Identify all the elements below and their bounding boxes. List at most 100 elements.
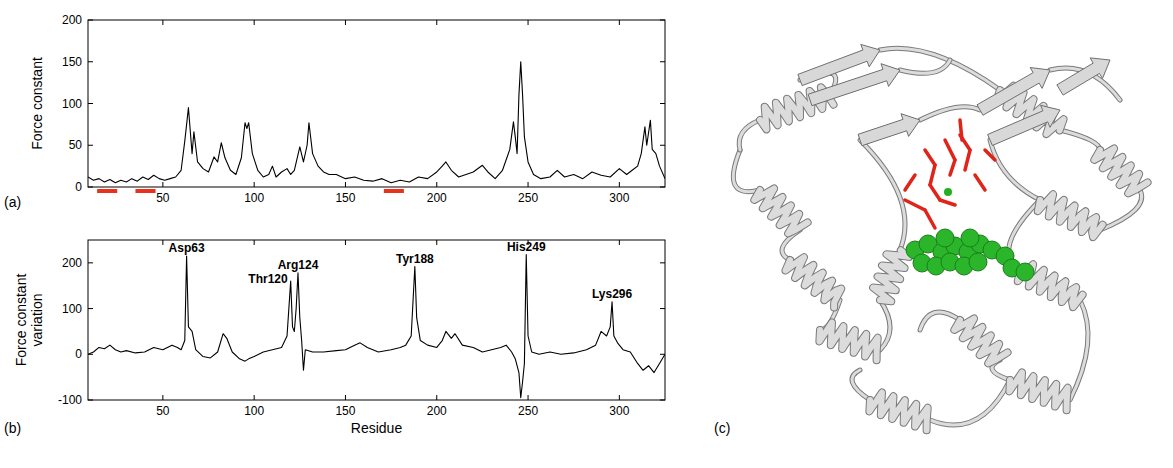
ribbon-edge [1009, 372, 1067, 410]
ligand-atom [961, 229, 979, 247]
residue-stick [945, 140, 955, 160]
x-tick [254, 240, 255, 245]
y-tick [660, 354, 665, 355]
plot-background [88, 240, 665, 400]
ribbon-edge [1070, 300, 1088, 400]
ribbon [860, 140, 905, 250]
x-tick [619, 395, 620, 400]
data-group [88, 255, 665, 398]
x-tick-label: 50 [156, 404, 170, 418]
chart-panel: 05010015020050100150200250300Force const… [4, 13, 665, 210]
beta-sheet [1057, 58, 1110, 95]
panel-label: (b) [4, 420, 21, 436]
ribbon [1060, 130, 1100, 150]
y-tick [88, 262, 93, 263]
ribbon-edge [1094, 149, 1147, 194]
x-tick [254, 20, 255, 25]
ligand-atom [969, 253, 987, 271]
y-tick [660, 262, 665, 263]
ribbon [819, 322, 877, 360]
x-tick [162, 395, 163, 400]
y-tick [660, 145, 665, 146]
residue-stick [930, 185, 940, 200]
chart-panel: -100010020050100150200250300ResidueForce… [4, 240, 665, 436]
data-line [88, 62, 665, 183]
ribbon-edge [880, 300, 890, 350]
x-tick [345, 395, 346, 400]
ligand-atom [1016, 263, 1034, 281]
y-tick [660, 20, 665, 21]
y-tick-label: 100 [62, 302, 82, 316]
x-tick-label: 150 [335, 404, 355, 418]
y-tick-label: 200 [62, 13, 82, 27]
ribbon [873, 250, 909, 301]
y-tick-label: 0 [75, 347, 82, 361]
y-tick-label: 100 [62, 97, 82, 111]
ribbon [1094, 149, 1147, 194]
x-tick [528, 20, 529, 25]
residue-stick [985, 150, 995, 160]
x-tick [162, 240, 163, 245]
beta-sheet [977, 68, 1050, 116]
x-tick-label: 250 [518, 191, 538, 205]
ribbon [880, 300, 890, 350]
y-tick [660, 103, 665, 104]
ribbon [954, 319, 1007, 364]
annotation: Arg124 [278, 258, 319, 272]
protein-image [733, 44, 1147, 430]
x-tick [436, 20, 437, 25]
beta-sheet [858, 114, 920, 146]
figure: 0 50 100 150 200 50 100 150 200 250 300 Force const… [0, 0, 1173, 468]
ribbon-edge [860, 140, 905, 250]
x-tick-label: 150 [335, 191, 355, 205]
panel-label: (c) [714, 420, 730, 436]
y-tick [88, 103, 93, 104]
x-tick [619, 182, 620, 187]
annotation: Lys296 [592, 287, 633, 301]
y-tick [88, 187, 93, 188]
ribbon [990, 140, 1040, 200]
x-tick-label: 250 [518, 404, 538, 418]
ribbon-edge [900, 60, 950, 73]
y-tick-label: -100 [58, 393, 82, 407]
plot-frame [88, 240, 665, 400]
ribbon-edge [920, 107, 980, 120]
x-tick-label: 100 [244, 404, 264, 418]
ribbon [754, 189, 807, 234]
ion [944, 188, 952, 196]
y-tick [88, 61, 93, 62]
y-tick [88, 400, 93, 401]
residue-stick [950, 160, 955, 175]
highlight-range [384, 189, 404, 193]
x-tick [436, 182, 437, 187]
ribbon-edge [1060, 130, 1100, 150]
x-tick-label: 50 [156, 191, 170, 205]
highlight-range [135, 189, 155, 193]
annotation: Asp63 [169, 241, 205, 255]
residue-stick [925, 150, 935, 165]
ribbon-edge [990, 140, 1040, 200]
x-tick [528, 395, 529, 400]
y-axis-title: Force constant [13, 274, 29, 367]
y-axis-title: Force constant [29, 57, 45, 150]
data-line [88, 255, 665, 398]
x-tick [436, 395, 437, 400]
y-tick-label: 0 [75, 180, 82, 194]
y-tick [660, 400, 665, 401]
x-tick [162, 20, 163, 25]
ribbon [900, 60, 950, 73]
ribbon [1070, 300, 1088, 400]
ribbon-edge [1038, 194, 1103, 237]
x-tick-label: 200 [427, 191, 447, 205]
x-tick-label: 300 [609, 404, 629, 418]
panel-label: (a) [4, 194, 21, 210]
ribbon [733, 150, 760, 192]
ribbon [786, 257, 842, 307]
annotation: Tyr188 [396, 252, 434, 266]
x-tick-label: 100 [244, 191, 264, 205]
y-tick [660, 308, 665, 309]
ribbon-edge [739, 120, 760, 150]
plot-background [88, 20, 665, 187]
beta-sheet [988, 105, 1060, 145]
ribbon [739, 120, 760, 150]
